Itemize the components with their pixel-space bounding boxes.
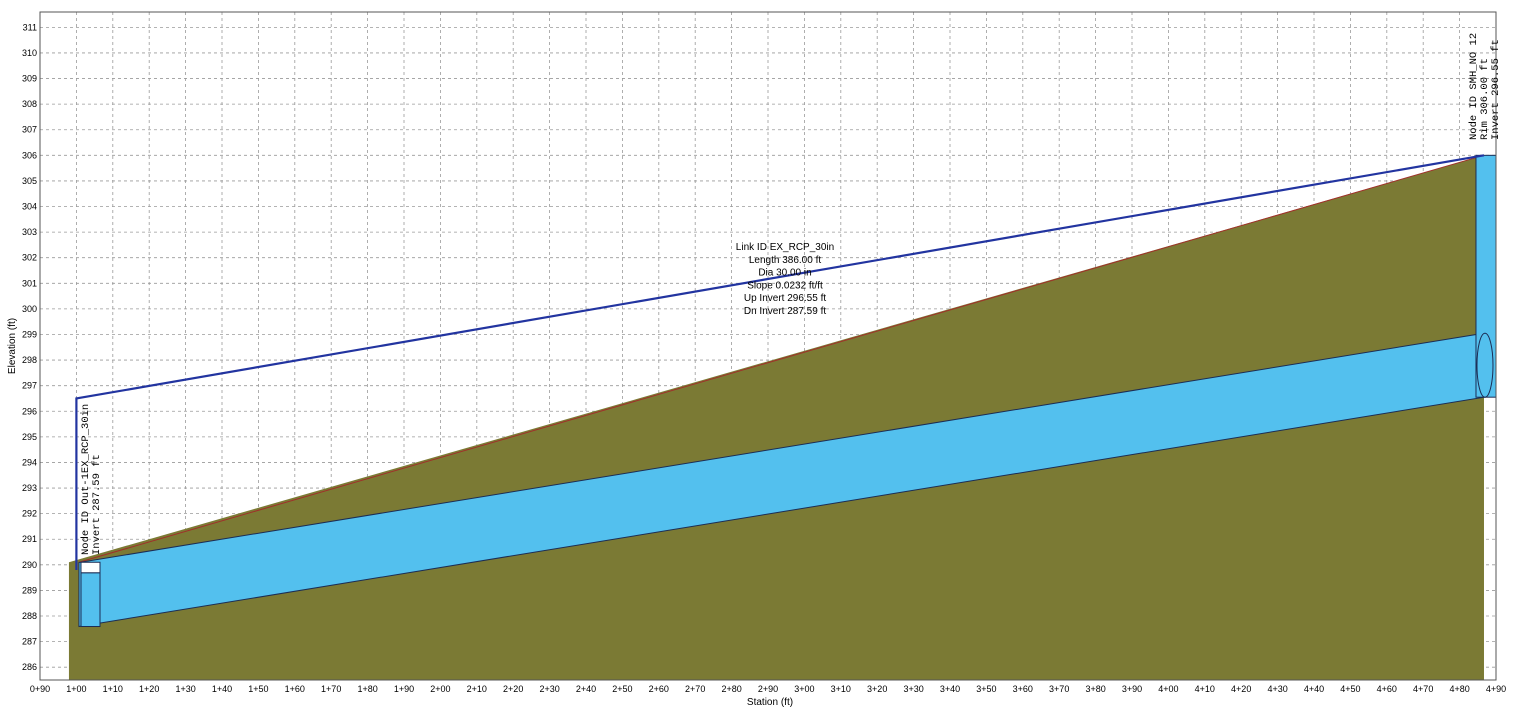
x-tick-label: 2+10 bbox=[467, 684, 487, 694]
x-tick-label: 1+70 bbox=[321, 684, 341, 694]
outfall-node-box bbox=[80, 572, 101, 628]
link-label-line: Link ID EX_RCP_30in bbox=[736, 242, 834, 253]
manhole-node-label: Invert 296.55 ft bbox=[1490, 39, 1502, 140]
x-tick-label: 3+90 bbox=[1122, 684, 1142, 694]
y-tick-label: 297 bbox=[22, 381, 37, 391]
x-tick-label: 4+00 bbox=[1158, 684, 1178, 694]
x-tick-label: 3+70 bbox=[1049, 684, 1069, 694]
y-tick-label: 305 bbox=[22, 176, 37, 186]
x-tick-label: 4+90 bbox=[1486, 684, 1506, 694]
link-label-line: Slope 0.0232 ft/ft bbox=[747, 280, 823, 291]
y-tick-label: 306 bbox=[22, 150, 37, 160]
y-tick-label: 290 bbox=[22, 560, 37, 570]
y-tick-label: 293 bbox=[22, 483, 37, 493]
y-tick-label: 289 bbox=[22, 585, 37, 595]
link-label-line: Dia 30.00 in bbox=[758, 268, 811, 279]
node-layer bbox=[80, 154, 1497, 628]
x-axis-title: Station (ft) bbox=[747, 697, 793, 708]
x-tick-label: 1+60 bbox=[285, 684, 305, 694]
x-tick-label: 4+50 bbox=[1340, 684, 1360, 694]
hgl-line bbox=[75, 154, 1485, 570]
outfall-node-label: Node ID Out-1EX_RCP_30in bbox=[80, 404, 92, 555]
y-axis-title: Elevation (ft) bbox=[7, 318, 18, 374]
link-label-line: Up Invert 296.55 ft bbox=[744, 293, 826, 304]
x-tick-label: 2+20 bbox=[503, 684, 523, 694]
y-tick-label: 296 bbox=[22, 406, 37, 416]
outfall-node-top bbox=[80, 561, 101, 574]
y-tick-label: 288 bbox=[22, 611, 37, 621]
y-tick-label: 292 bbox=[22, 509, 37, 519]
y-tick-label: 299 bbox=[22, 329, 37, 339]
x-tick-label: 4+40 bbox=[1304, 684, 1324, 694]
x-tick-label: 3+10 bbox=[831, 684, 851, 694]
x-tick-label: 4+80 bbox=[1449, 684, 1469, 694]
y-tick-label: 294 bbox=[22, 457, 37, 467]
x-tick-label: 1+80 bbox=[357, 684, 377, 694]
x-tick-label: 2+90 bbox=[758, 684, 778, 694]
y-tick-label: 291 bbox=[22, 534, 37, 544]
x-tick-label: 3+80 bbox=[1085, 684, 1105, 694]
plot-border bbox=[39, 11, 1497, 681]
y-tick-label: 298 bbox=[22, 355, 37, 365]
x-tick-label: 4+30 bbox=[1267, 684, 1287, 694]
y-tick-label: 287 bbox=[22, 637, 37, 647]
manhole-node-label: Node ID SMH_NO 12 bbox=[1468, 33, 1480, 140]
x-tick-label: 2+80 bbox=[721, 684, 741, 694]
plot-frame bbox=[39, 11, 1497, 681]
ground-surface-line bbox=[78, 154, 1485, 563]
x-tick-label: 4+70 bbox=[1413, 684, 1433, 694]
x-tick-label: 2+30 bbox=[539, 684, 559, 694]
x-tick-label: 2+70 bbox=[685, 684, 705, 694]
y-tick-label: 308 bbox=[22, 99, 37, 109]
x-tick-label: 4+20 bbox=[1231, 684, 1251, 694]
link-label-line: Dn Invert 287.59 ft bbox=[744, 306, 826, 317]
x-tick-label: 3+00 bbox=[794, 684, 814, 694]
x-tick-label: 1+30 bbox=[175, 684, 195, 694]
x-tick-label: 2+60 bbox=[649, 684, 669, 694]
x-tick-label: 0+90 bbox=[30, 684, 50, 694]
y-tick-label: 286 bbox=[22, 662, 37, 672]
x-tick-label: 3+40 bbox=[940, 684, 960, 694]
y-tick-label: 303 bbox=[22, 227, 37, 237]
x-tick-label: 3+20 bbox=[867, 684, 887, 694]
y-tick-label: 309 bbox=[22, 74, 37, 84]
hgl-layer bbox=[75, 154, 1485, 570]
x-tick-label: 3+50 bbox=[976, 684, 996, 694]
x-tick-label: 2+00 bbox=[430, 684, 450, 694]
y-tick-label: 295 bbox=[22, 432, 37, 442]
tick-labels: 0+90 1+00 1+10 1+20 1+30 1+40 1+50 1+60 1+70 1+80… bbox=[22, 22, 1506, 694]
x-tick-label: 2+40 bbox=[576, 684, 596, 694]
x-tick-label: 4+10 bbox=[1195, 684, 1215, 694]
x-tick-label: 1+00 bbox=[66, 684, 86, 694]
y-tick-label: 310 bbox=[22, 48, 37, 58]
y-tick-label: 301 bbox=[22, 278, 37, 288]
y-tick-label: 302 bbox=[22, 253, 37, 263]
y-tick-label: 307 bbox=[22, 125, 37, 135]
x-tick-label: 1+90 bbox=[394, 684, 414, 694]
x-tick-label: 2+50 bbox=[612, 684, 632, 694]
x-tick-label: 1+40 bbox=[212, 684, 232, 694]
x-tick-label: 3+60 bbox=[1013, 684, 1033, 694]
annotation-labels: Link ID EX_RCP_30in Length 386.00 ft Dia 3… bbox=[80, 33, 1502, 555]
outfall-node-label: Invert 287.59 ft bbox=[91, 454, 103, 555]
manhole-pipe-opening bbox=[1476, 332, 1494, 398]
manhole-node-label: Rim 306.00 ft bbox=[1479, 58, 1491, 140]
y-tick-label: 311 bbox=[23, 22, 37, 32]
y-tick-label: 300 bbox=[22, 304, 37, 314]
y-tick-label: 304 bbox=[22, 202, 37, 212]
x-tick-label: 1+20 bbox=[139, 684, 159, 694]
link-label-line: Length 386.00 ft bbox=[749, 255, 822, 266]
x-tick-label: 3+30 bbox=[903, 684, 923, 694]
x-tick-label: 4+60 bbox=[1377, 684, 1397, 694]
x-tick-label: 1+50 bbox=[248, 684, 268, 694]
x-tick-label: 1+10 bbox=[103, 684, 123, 694]
